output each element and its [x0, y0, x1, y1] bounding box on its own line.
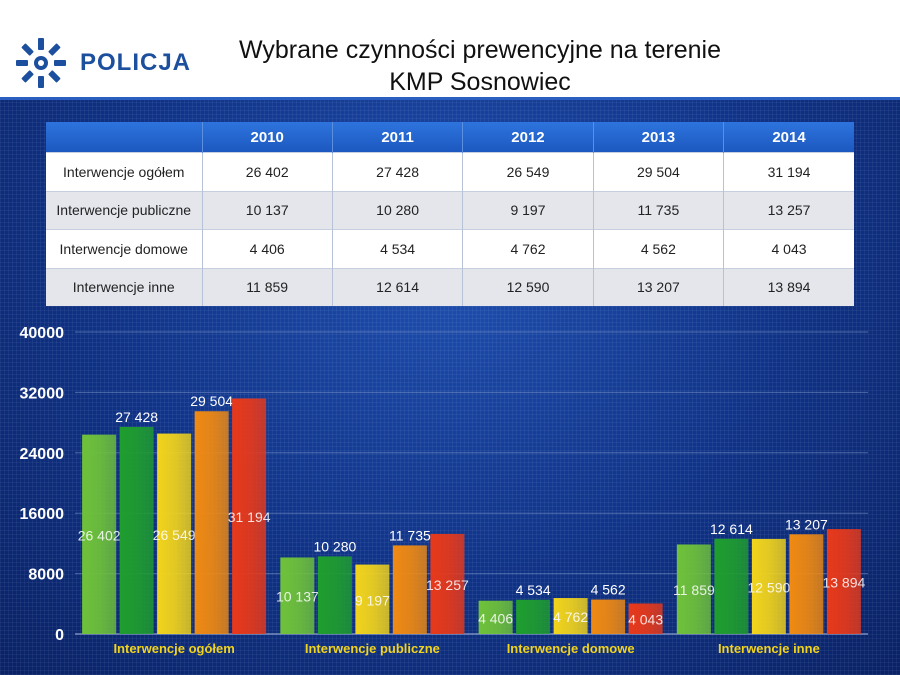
category-label: Interwencje publiczne [305, 641, 440, 656]
table-cell: 13 894 [723, 267, 854, 306]
bar [478, 600, 513, 634]
row-label: Interwencje ogółem [46, 152, 202, 192]
data-label: 13 207 [785, 516, 828, 532]
data-label: 10 137 [276, 589, 319, 605]
data-label: 26 402 [78, 527, 121, 543]
data-label: 11 859 [673, 582, 715, 598]
y-tick-label: 16000 [20, 506, 65, 523]
table-cell: 4 043 [723, 229, 854, 269]
data-label: 13 257 [426, 577, 469, 593]
bar [355, 564, 390, 634]
table-cell: 10 280 [331, 190, 463, 230]
y-tick-label: 32000 [20, 385, 65, 402]
bar [430, 533, 465, 634]
table-cell: 4 762 [462, 229, 594, 269]
bar-chart: 0 8000 16000 24000 32000 40000 26 402 27 428 26 … [20, 325, 868, 656]
bar [392, 545, 427, 634]
table-cell: 12 614 [331, 267, 463, 306]
year-header: 2010 [201, 122, 333, 153]
table-cell: 9 197 [462, 190, 594, 230]
row-label: Interwencje inne [46, 267, 202, 306]
table-corner-cell [46, 122, 202, 153]
category-label: Interwencje inne [718, 641, 820, 656]
table-row: Interwencje ogółem 26 402 27 428 26 549 … [46, 152, 854, 192]
data-label: 31 194 [228, 509, 271, 525]
bar [591, 599, 626, 634]
bar [751, 538, 786, 634]
bar [516, 599, 551, 634]
title-line-1: Wybrane czynności prewencyjne na terenie [239, 36, 721, 64]
table-cell: 4 562 [592, 229, 724, 269]
table-cell: 12 590 [462, 267, 594, 306]
logo-text: POLICJA [80, 49, 192, 76]
header-banner: POLICJA Wybrane czynności prewencyjne na… [0, 0, 900, 100]
data-label: 13 894 [822, 575, 865, 591]
data-label: 4 562 [591, 582, 626, 598]
table-cell: 31 194 [723, 152, 854, 192]
title-line-2: KMP Sosnowiec [389, 68, 571, 96]
data-label: 27 428 [115, 409, 158, 425]
table-cell: 29 504 [592, 152, 724, 192]
data-label: 4 762 [553, 609, 588, 625]
table-row: Interwencje publiczne 10 137 10 280 9 19… [46, 190, 854, 230]
bar [714, 538, 749, 634]
data-table: 2010 2011 2012 2013 2014 Interwencje ogó… [46, 122, 854, 306]
bar [157, 433, 192, 634]
bar [826, 529, 861, 634]
y-tick-label: 24000 [20, 446, 65, 463]
year-header: 2012 [462, 122, 594, 153]
year-header: 2014 [723, 122, 854, 153]
bar [317, 556, 352, 634]
police-star-logo-icon [16, 38, 66, 88]
table-cell: 4 406 [201, 229, 333, 269]
table-cell: 26 402 [201, 152, 333, 192]
data-label: 29 504 [190, 393, 233, 409]
y-tick-label: 0 [55, 627, 64, 644]
table-cell: 4 534 [331, 229, 463, 269]
bar [232, 398, 267, 634]
data-label: 4 534 [516, 582, 551, 598]
bar [676, 544, 711, 634]
y-tick-label: 40000 [20, 325, 65, 342]
page-title: Wybrane czynności prewencyjne na terenie… [180, 34, 780, 98]
bar [119, 426, 154, 634]
year-header: 2011 [331, 122, 463, 153]
bar [194, 411, 229, 634]
table-cell: 11 859 [201, 267, 333, 306]
data-label: 9 197 [355, 592, 390, 608]
table-row: Interwencje domowe 4 406 4 534 4 762 4 5… [46, 229, 854, 269]
bar [82, 434, 117, 634]
bar [280, 557, 315, 634]
data-label: 10 280 [313, 538, 356, 554]
table-cell: 13 207 [592, 267, 724, 306]
row-label: Interwencje publiczne [46, 190, 202, 230]
table-cell: 27 428 [331, 152, 463, 192]
table-cell: 26 549 [462, 152, 594, 192]
category-label: Interwencje domowe [507, 641, 635, 656]
table-row: Interwencje inne 11 859 12 614 12 590 13… [46, 267, 854, 306]
table-cell: 13 257 [723, 190, 854, 230]
table-cell: 10 137 [201, 190, 333, 230]
data-label: 12 590 [747, 579, 790, 595]
table-cell: 11 735 [592, 190, 724, 230]
row-label: Interwencje domowe [46, 229, 202, 269]
data-label: 26 549 [153, 527, 196, 543]
y-tick-label: 8000 [28, 567, 64, 584]
data-label: 12 614 [710, 521, 753, 537]
data-label: 4 406 [478, 610, 513, 626]
data-label: 4 043 [628, 612, 663, 628]
bar [789, 534, 824, 634]
data-label: 11 735 [389, 527, 431, 543]
table-header-row: 2010 2011 2012 2013 2014 [46, 122, 854, 153]
bar [553, 598, 588, 634]
category-label: Interwencje ogółem [113, 641, 234, 656]
bar [628, 603, 663, 634]
year-header: 2013 [592, 122, 724, 153]
